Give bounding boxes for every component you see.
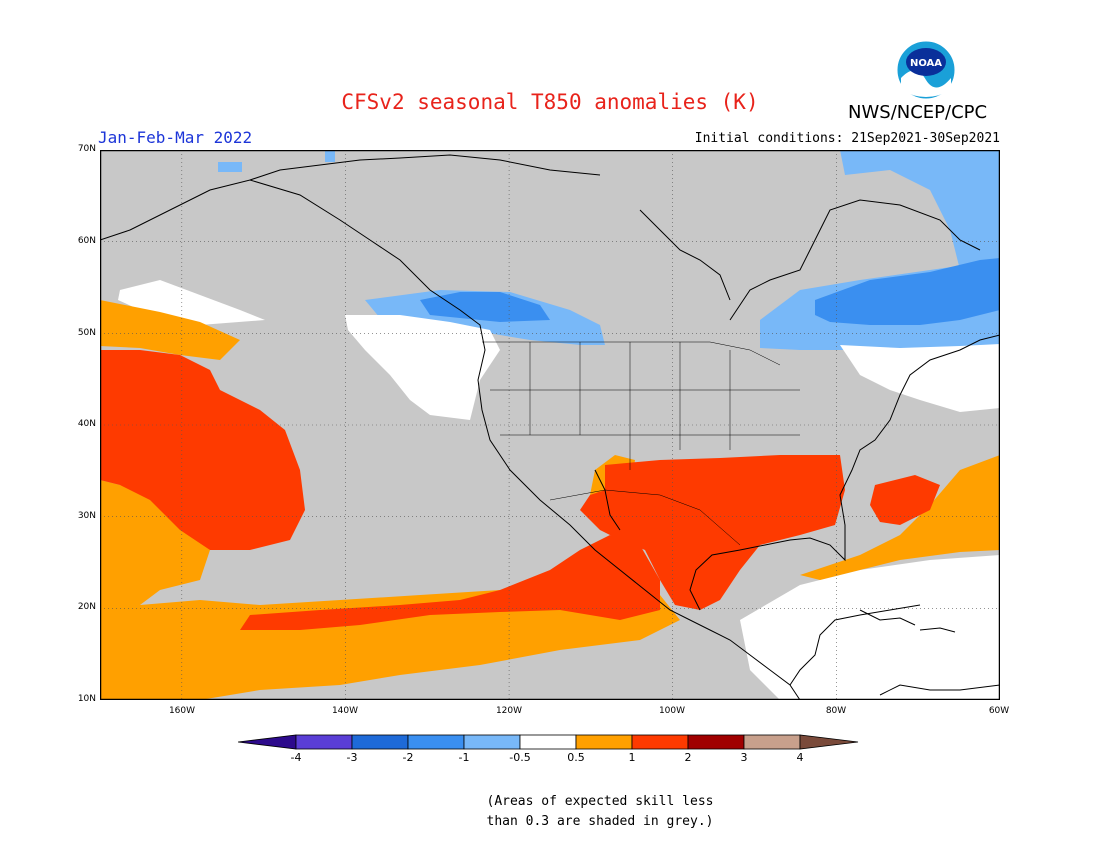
lat-label-20n: 20N <box>77 602 96 612</box>
colorbar-cell-max <box>799 734 859 750</box>
footnote-line-1: (Areas of expected skill less <box>486 794 714 809</box>
anomaly-region-orange-atlantic <box>800 455 1000 580</box>
colorbar-tick-label: 3 <box>740 751 748 764</box>
logo-text: NOAA <box>910 58 942 69</box>
anomaly-region-blue-e-canada <box>815 258 1000 325</box>
agency-label: NWS/NCEP/CPC <box>848 102 988 123</box>
colorbar-tick-label: 4 <box>796 751 804 764</box>
lon-label-80w: 80W <box>825 706 847 716</box>
political-borders <box>482 341 800 546</box>
colorbar-tick-label: -2 <box>402 751 414 764</box>
colorbar-tick-label: -0.5 <box>509 751 531 764</box>
colorbar-cell <box>351 734 409 750</box>
anomaly-region-light-blue-arctic <box>218 150 1000 270</box>
anomaly-map <box>100 150 1000 700</box>
anomaly-region-neutral-nw-pacific <box>118 280 265 325</box>
anomaly-region-neutral-east-canada <box>840 344 1000 412</box>
lat-label-10n: 10N <box>77 694 96 704</box>
colorbar-cell <box>743 734 801 750</box>
lon-label-60w: 60W <box>988 706 1010 716</box>
anomaly-region-neutral-caribbean <box>740 555 1000 700</box>
colorbar-tick-label: -4 <box>290 751 302 764</box>
noaa-logo: NOAA <box>896 40 956 100</box>
colorbar-tick-label: -1 <box>458 751 470 764</box>
colorbar-cell <box>463 734 521 750</box>
skill-footnote: (Areas of expected skill less than 0.3 a… <box>0 792 1100 832</box>
colorbar-cell <box>631 734 689 750</box>
coastlines <box>100 154 1000 700</box>
lat-label-60n: 60N <box>77 236 96 246</box>
colorbar-cell <box>519 734 577 750</box>
anomaly-region-red-atlantic <box>870 475 940 525</box>
initial-conditions: Initial conditions: 21Sep2021-30Sep2021 <box>694 131 1000 146</box>
anomaly-region-red-mexico-pacific <box>240 535 660 630</box>
colorbar-cell <box>687 734 745 750</box>
colorbar-tick-label: 2 <box>684 751 692 764</box>
footnote-line-2: than 0.3 are shaded in grey.) <box>486 814 714 829</box>
lat-label-30n: 30N <box>77 511 96 521</box>
lat-label-50n: 50N <box>77 328 96 338</box>
colorbar-tick-label: 1 <box>628 751 636 764</box>
forecast-period: Jan-Feb-Mar 2022 <box>98 128 253 147</box>
anomaly-region-blue-bc-coast <box>420 292 550 322</box>
colorbar-cell <box>407 734 465 750</box>
lat-label-70n: 70N <box>77 144 96 154</box>
lon-label-100w: 100W <box>658 706 686 716</box>
colorbar-cell <box>295 734 353 750</box>
colorbar-cell-min <box>238 734 297 750</box>
colorbar-tick-label: 0.5 <box>567 751 585 764</box>
color-scale-bar <box>238 734 859 750</box>
lon-label-140w: 140W <box>331 706 359 716</box>
lon-label-120w: 120W <box>495 706 523 716</box>
map-frame <box>100 150 1000 700</box>
lat-label-40n: 40N <box>77 419 96 429</box>
colorbar-tick-label: -3 <box>346 751 358 764</box>
lon-label-160w: 160W <box>168 706 196 716</box>
anomaly-region-neutral-nw-coast <box>345 315 500 420</box>
colorbar-cell <box>575 734 633 750</box>
anomaly-region-red-ne-pacific <box>100 350 305 550</box>
map-title: CFSv2 seasonal T850 anomalies (K) <box>341 90 759 114</box>
